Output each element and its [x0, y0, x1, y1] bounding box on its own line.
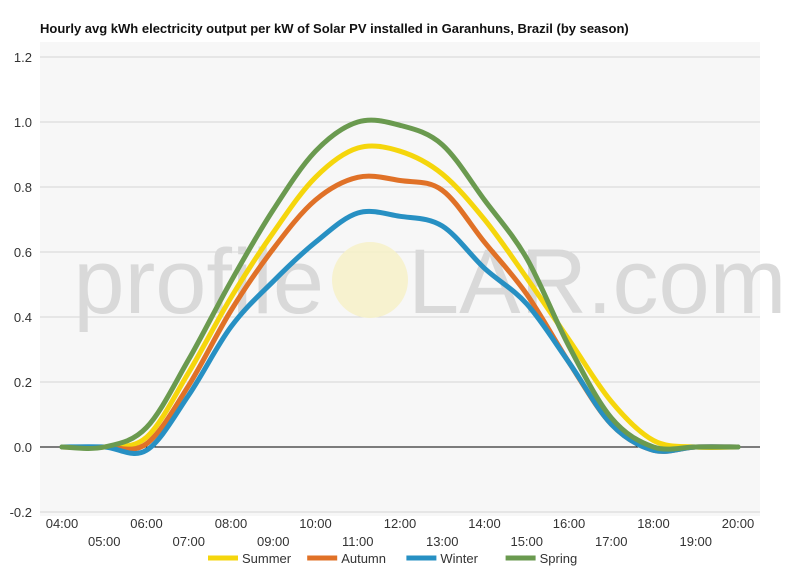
x-tick-label: 18:00 [637, 516, 670, 531]
x-tick-label: 12:00 [384, 516, 417, 531]
series-line-spring [59, 117, 741, 452]
x-tick-label: 17:00 [595, 534, 628, 549]
y-tick-label: 0.8 [14, 180, 32, 195]
grid [40, 56, 760, 513]
x-tick-label: 09:00 [257, 534, 290, 549]
y-tick-label: 1.0 [14, 115, 32, 130]
x-tick-label: 13:00 [426, 534, 459, 549]
series-lines [59, 117, 741, 456]
x-tick-label: 06:00 [130, 516, 163, 531]
axes: -0.2 0.0 0.2 0.4 0.6 0.8 1.0 1.2 04:00 05:00 06:00… [10, 50, 760, 549]
legend-label: Spring [540, 551, 578, 566]
series-line-winter [59, 208, 741, 456]
x-tick-label: 05:00 [88, 534, 121, 549]
y-tick-label: 0.2 [14, 375, 32, 390]
x-tick-label: 08:00 [215, 516, 248, 531]
x-tick-label: 16:00 [553, 516, 586, 531]
legend-label: Winter [440, 551, 478, 566]
legend-label: Summer [242, 551, 292, 566]
y-tick-label: 0.0 [14, 440, 32, 455]
x-tick-label: 11:00 [342, 534, 374, 549]
x-tick-label: 20:00 [722, 516, 755, 531]
x-tick-label: 07:00 [172, 534, 205, 549]
legend-item-spring: Spring [505, 551, 578, 566]
watermark: profile LAR.com [73, 231, 786, 333]
watermark-text-right: LAR.com [408, 231, 786, 333]
x-tick-label: 04:00 [46, 516, 79, 531]
x-tick-label: 10:00 [299, 516, 332, 531]
x-tick-label: 15:00 [510, 534, 543, 549]
x-tick-label: 19:00 [679, 534, 712, 549]
watermark-text-left: profile [73, 231, 324, 333]
legend: Summer Autumn Winter Spring [208, 551, 577, 566]
y-tick-label: -0.2 [10, 505, 32, 520]
legend-item-summer: Summer [208, 551, 292, 566]
legend-label: Autumn [341, 551, 386, 566]
legend-item-autumn: Autumn [307, 551, 386, 566]
series-line-summer [59, 143, 741, 451]
watermark-sun-logo [332, 242, 408, 318]
y-tick-label: 0.4 [14, 310, 32, 325]
legend-item-winter: Winter [406, 551, 479, 566]
x-tick-label: 14:00 [468, 516, 501, 531]
y-tick-label: 1.2 [14, 50, 32, 65]
chart-title: Hourly avg kWh electricity output per kW… [40, 21, 629, 36]
y-tick-label: 0.6 [14, 245, 32, 260]
